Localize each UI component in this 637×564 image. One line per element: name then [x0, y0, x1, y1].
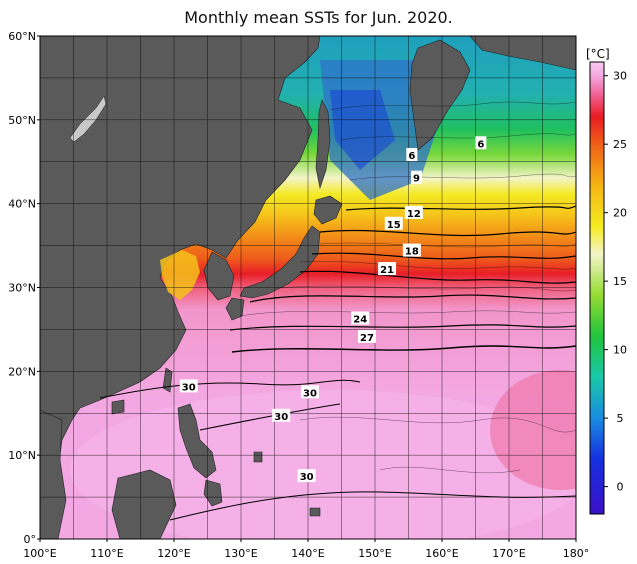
longitude-label: 180° — [563, 547, 590, 560]
contour-label: 27 — [360, 333, 374, 344]
contour-label: 24 — [353, 315, 367, 326]
colorbar-unit-label: [°C] — [586, 47, 610, 61]
colorbar: [°C] 30 25 20 15 10 5 0 — [586, 47, 627, 515]
contour-label: 30 — [300, 472, 314, 483]
contour-label-box — [351, 311, 370, 325]
contour-label-box — [378, 262, 397, 276]
latitude-label: 60°N — [8, 30, 36, 43]
land-masses — [40, 36, 576, 539]
latitude-label: 50°N — [8, 114, 36, 127]
contour-label-box — [406, 148, 418, 162]
contour-label-box — [475, 136, 487, 150]
map-area: 6 6 9 12 15 18 21 24 27 30 30 30 30 — [40, 36, 576, 539]
latitude-label: 20°N — [8, 365, 36, 378]
latitude-label: 30°N — [8, 282, 36, 295]
contour-label-box — [301, 385, 320, 399]
colorbar-tick-label: 30 — [613, 70, 627, 83]
colorbar-ticks: 30 25 20 15 10 5 0 — [604, 70, 627, 494]
latitude-label: 40°N — [8, 198, 36, 211]
longitude-label: 160°E — [425, 547, 458, 560]
longitude-label: 150°E — [358, 547, 391, 560]
contour-label-box — [384, 216, 403, 230]
longitude-label: 170°E — [492, 547, 525, 560]
colorbar-tick-label: 25 — [613, 138, 627, 151]
contour-label: 30 — [182, 382, 196, 393]
contour-label-box — [297, 469, 316, 483]
contour-label: 30 — [274, 412, 288, 423]
colorbar-tick-label: 10 — [613, 344, 627, 357]
contour-label: 30 — [303, 388, 317, 399]
latitude-label: 0° — [24, 533, 37, 546]
longitude-label: 100°E — [23, 547, 56, 560]
longitude-labels: 100°E 110°E 120°E 130°E 140°E 150°E 160°E 170°E… — [23, 539, 589, 560]
contour-label: 21 — [380, 265, 394, 276]
colorbar-tick-label: 20 — [613, 207, 627, 220]
contour-label-box — [411, 170, 423, 184]
contour-label-box — [272, 408, 291, 422]
contour-label-box — [402, 243, 421, 257]
longitude-label: 110°E — [90, 547, 123, 560]
contour-label-box — [404, 205, 423, 219]
contour-label: 15 — [387, 220, 401, 231]
contour-label: 12 — [407, 209, 421, 220]
colorbar-ramp — [589, 61, 605, 515]
contour-labels: 6 6 9 12 15 18 21 24 27 30 30 30 30 — [179, 136, 487, 483]
colorbar-tick-label: 15 — [613, 275, 627, 288]
contour-label-box — [179, 379, 198, 393]
contour-label-box — [357, 329, 376, 343]
longitude-label: 140°E — [291, 547, 324, 560]
isotherm-lines — [99, 101, 576, 521]
contour-label: 18 — [405, 247, 419, 258]
colorbar-tick-label: 0 — [617, 481, 624, 494]
lake-baikal — [69, 95, 107, 143]
latitude-labels: 60°N 50°N 40°N 30°N 20°N 10°N 0° — [8, 30, 40, 546]
contour-label: 6 — [477, 139, 484, 150]
graticule — [40, 36, 576, 539]
latitude-label: 10°N — [8, 449, 36, 462]
longitude-label: 120°E — [157, 547, 190, 560]
contour-label: 6 — [408, 151, 415, 162]
contour-label: 9 — [413, 174, 420, 185]
longitude-label: 130°E — [224, 547, 257, 560]
map-title: Monthly mean SSTs for Jun. 2020. — [184, 8, 453, 27]
colorbar-tick-label: 5 — [617, 412, 624, 425]
